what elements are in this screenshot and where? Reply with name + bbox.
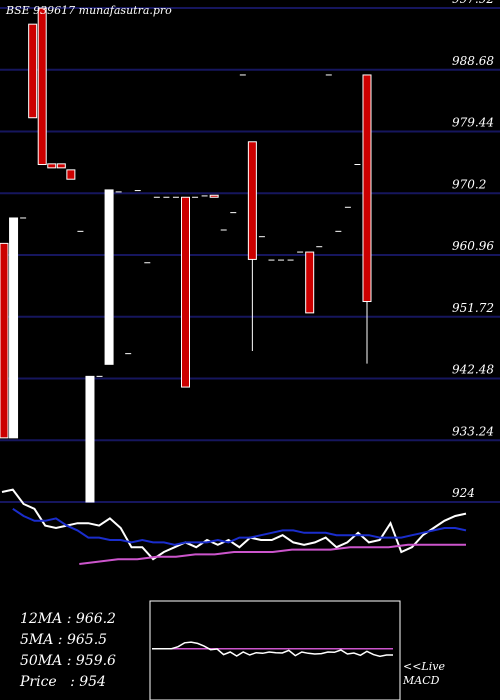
candle-body	[0, 242, 9, 439]
candle	[247, 141, 257, 351]
candlesticks	[0, 7, 372, 503]
candle	[362, 74, 372, 364]
candle-body	[362, 74, 372, 303]
candle	[28, 23, 38, 119]
candle	[305, 251, 315, 314]
y-tick-label: 979.44	[452, 116, 494, 130]
candle	[56, 163, 66, 169]
candle-body	[305, 251, 315, 314]
y-tick-label: 988.68	[452, 54, 494, 68]
candle	[209, 194, 219, 198]
candle-body	[104, 189, 114, 365]
macd-panel	[149, 600, 401, 700]
ma12-readout: 12MA : 966.2	[20, 611, 116, 627]
candle	[37, 7, 47, 166]
candle-body	[28, 23, 38, 119]
macd-label-line1: <<Live	[403, 660, 445, 673]
candle	[181, 196, 190, 388]
ma-line-long	[79, 543, 466, 565]
y-tick-label: 997.92	[452, 0, 494, 6]
y-tick-label: 970.2	[452, 177, 486, 191]
y-tick-label: 951.72	[452, 301, 494, 315]
candle	[104, 189, 114, 365]
y-tick-label: 942.48	[452, 363, 494, 377]
ma-line-short	[1, 488, 467, 561]
ma5-readout: 5MA : 965.5	[20, 632, 108, 648]
candle	[0, 242, 9, 439]
ma50-readout: 50MA : 959.6	[20, 653, 116, 669]
candle-body	[85, 375, 95, 503]
candle	[9, 217, 19, 439]
candle-body	[66, 169, 76, 180]
candle	[66, 169, 76, 180]
macd-label: <<Live MACD	[403, 660, 445, 688]
candle-body	[37, 7, 47, 166]
candle	[85, 375, 95, 503]
ma-line-mid	[12, 507, 467, 546]
candle-body	[9, 217, 19, 439]
stats-block: 12MA : 966.2 5MA : 965.5 50MA : 959.6 Pr…	[20, 609, 116, 693]
macd-line	[152, 641, 393, 658]
price-readout: Price : 954	[20, 674, 106, 690]
y-tick-label: 960.96	[452, 239, 494, 253]
macd-frame	[149, 600, 401, 700]
candle-body	[56, 163, 66, 169]
candle-body	[47, 163, 57, 169]
volume-moving-averages	[1, 488, 467, 565]
y-axis-tick-labels: 997.92 988.68 979.44 970.2 960.96 951.72 942.4…	[452, 0, 494, 500]
candle	[47, 163, 57, 169]
chart-title: BSE 939617 munafasutra.pro	[6, 4, 172, 17]
y-tick-label: 924	[452, 486, 475, 500]
candle-body	[209, 194, 219, 198]
candle-body	[247, 141, 257, 260]
y-tick-label: 933.24	[452, 424, 494, 438]
candle-body	[181, 196, 190, 388]
macd-label-line2: MACD	[403, 674, 440, 687]
